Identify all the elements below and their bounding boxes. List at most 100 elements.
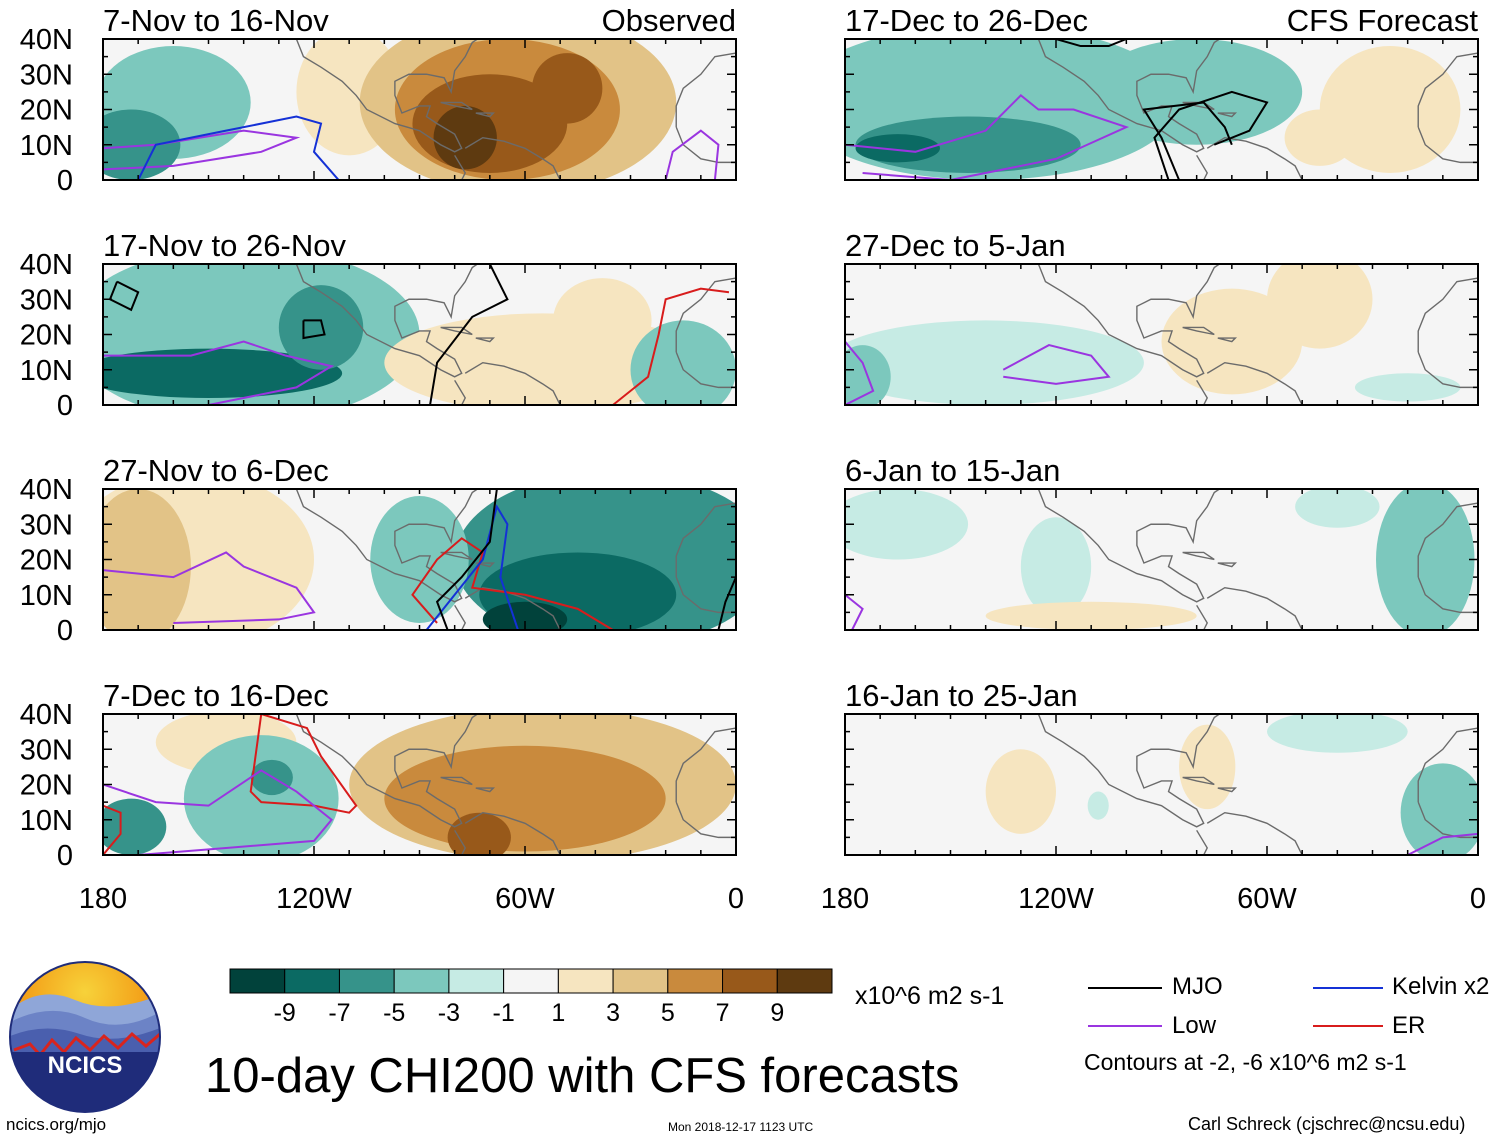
contour-line bbox=[249, 714, 358, 814]
x-tick-label: 60W bbox=[495, 883, 555, 915]
coastline bbox=[464, 586, 561, 630]
legend-low-line bbox=[1088, 1025, 1162, 1027]
footer-timestamp: Mon 2018-12-17 1123 UTC bbox=[668, 1120, 814, 1134]
coastline bbox=[1417, 52, 1478, 128]
coastline bbox=[1417, 351, 1478, 389]
coastline bbox=[1417, 801, 1478, 839]
coastline bbox=[1037, 714, 1221, 828]
y-tick-label: 40N bbox=[20, 249, 73, 281]
y-tick-label: 0 bbox=[57, 390, 73, 422]
coastline bbox=[1182, 326, 1215, 336]
panel-title: 7-Dec to 16-Dec bbox=[103, 678, 329, 713]
y-tick-label: 20N bbox=[20, 545, 73, 577]
contour-line bbox=[664, 129, 720, 180]
contour-line bbox=[429, 264, 509, 405]
coastline bbox=[675, 801, 736, 839]
logo-text: NCICS bbox=[48, 1052, 123, 1079]
coastline bbox=[1196, 604, 1209, 630]
contour-line bbox=[435, 489, 498, 630]
coastline bbox=[454, 829, 467, 855]
y-tick-label: 0 bbox=[57, 165, 73, 197]
x-tick-label: 180 bbox=[79, 883, 127, 915]
x-tick-label: 180 bbox=[821, 883, 869, 915]
panel-title: 27-Dec to 5-Jan bbox=[845, 228, 1066, 263]
panel-title: 6-Jan to 15-Jan bbox=[845, 453, 1060, 488]
observed-header: Observed bbox=[602, 3, 736, 38]
colorbar-swatch bbox=[448, 968, 505, 994]
y-tick-label: 30N bbox=[20, 509, 73, 541]
coastline bbox=[440, 776, 473, 786]
panel: 27-Dec to 5-Jan bbox=[844, 228, 1479, 406]
contour-line bbox=[103, 551, 316, 624]
contour-line bbox=[845, 340, 875, 405]
coastline bbox=[1417, 576, 1478, 614]
y-tick-label: 20N bbox=[20, 320, 73, 352]
coastline bbox=[295, 264, 479, 378]
coastline bbox=[675, 277, 736, 353]
colorbar-swatch bbox=[229, 968, 286, 994]
colorbar-label: -7 bbox=[328, 999, 350, 1027]
coastline bbox=[1417, 126, 1478, 164]
colorbar-swatch bbox=[503, 968, 559, 994]
coastline bbox=[295, 489, 479, 603]
coastline bbox=[295, 39, 479, 153]
field-blob bbox=[384, 745, 666, 852]
colorbar-label: -3 bbox=[438, 999, 460, 1027]
field-blob bbox=[855, 134, 940, 163]
coastline bbox=[1037, 264, 1221, 378]
colorbar-label: 7 bbox=[716, 999, 730, 1027]
field-blob bbox=[532, 53, 603, 124]
colorbar-label: 5 bbox=[661, 999, 675, 1027]
coastline bbox=[1196, 379, 1209, 405]
colorbar-label: 1 bbox=[551, 999, 565, 1027]
legend-kelvin-line bbox=[1313, 987, 1383, 989]
legend-er-line bbox=[1313, 1025, 1383, 1027]
coastline bbox=[1217, 112, 1238, 118]
coastline bbox=[1206, 136, 1303, 180]
colorbar-units: x10^6 m2 s-1 bbox=[855, 982, 1005, 1010]
x-tick-label: 60W bbox=[1237, 883, 1297, 915]
coastline bbox=[675, 126, 736, 164]
panel-title: 17-Nov to 26-Nov bbox=[103, 228, 346, 263]
field-blob bbox=[482, 601, 568, 630]
coastline bbox=[675, 351, 736, 389]
colorbar-swatch bbox=[667, 968, 724, 994]
y-tick-label: 20N bbox=[20, 95, 73, 127]
coastline bbox=[440, 326, 473, 336]
coastline bbox=[1196, 829, 1209, 855]
coastline bbox=[475, 112, 496, 118]
ncics-logo: NCICS bbox=[9, 961, 161, 1113]
field-blob bbox=[1295, 489, 1380, 528]
coastline bbox=[675, 576, 736, 614]
field-blob bbox=[103, 348, 343, 398]
contour-line bbox=[1142, 101, 1233, 180]
legend-mjo-line bbox=[1088, 987, 1162, 989]
contour-line bbox=[1002, 344, 1111, 385]
contour-line bbox=[717, 576, 736, 630]
coastline bbox=[475, 562, 496, 568]
x-tick-label: 0 bbox=[1470, 883, 1486, 915]
coastline bbox=[1037, 39, 1221, 153]
coastline bbox=[1217, 562, 1238, 568]
x-tick-label: 0 bbox=[728, 883, 744, 915]
contour-line bbox=[103, 804, 122, 855]
colorbar-label: -9 bbox=[274, 999, 296, 1027]
colorbar-label: 9 bbox=[770, 999, 784, 1027]
field-blob bbox=[845, 320, 1144, 405]
colorbar-swatch bbox=[776, 968, 833, 994]
contour-line bbox=[845, 94, 1130, 180]
field-blob bbox=[1284, 109, 1355, 166]
field-blob bbox=[553, 278, 652, 363]
panel-title: 7-Nov to 16-Nov bbox=[103, 3, 329, 38]
panel-title: 17-Dec to 26-Dec bbox=[845, 3, 1088, 38]
contour-line bbox=[103, 769, 334, 855]
contour-line bbox=[137, 115, 340, 180]
coastline bbox=[1417, 727, 1478, 803]
legend-low-label: Low bbox=[1172, 1012, 1217, 1039]
colorbar-swatch bbox=[722, 968, 778, 994]
field-blob bbox=[183, 735, 339, 855]
y-tick-label: 40N bbox=[20, 24, 73, 56]
coastline bbox=[464, 136, 561, 180]
